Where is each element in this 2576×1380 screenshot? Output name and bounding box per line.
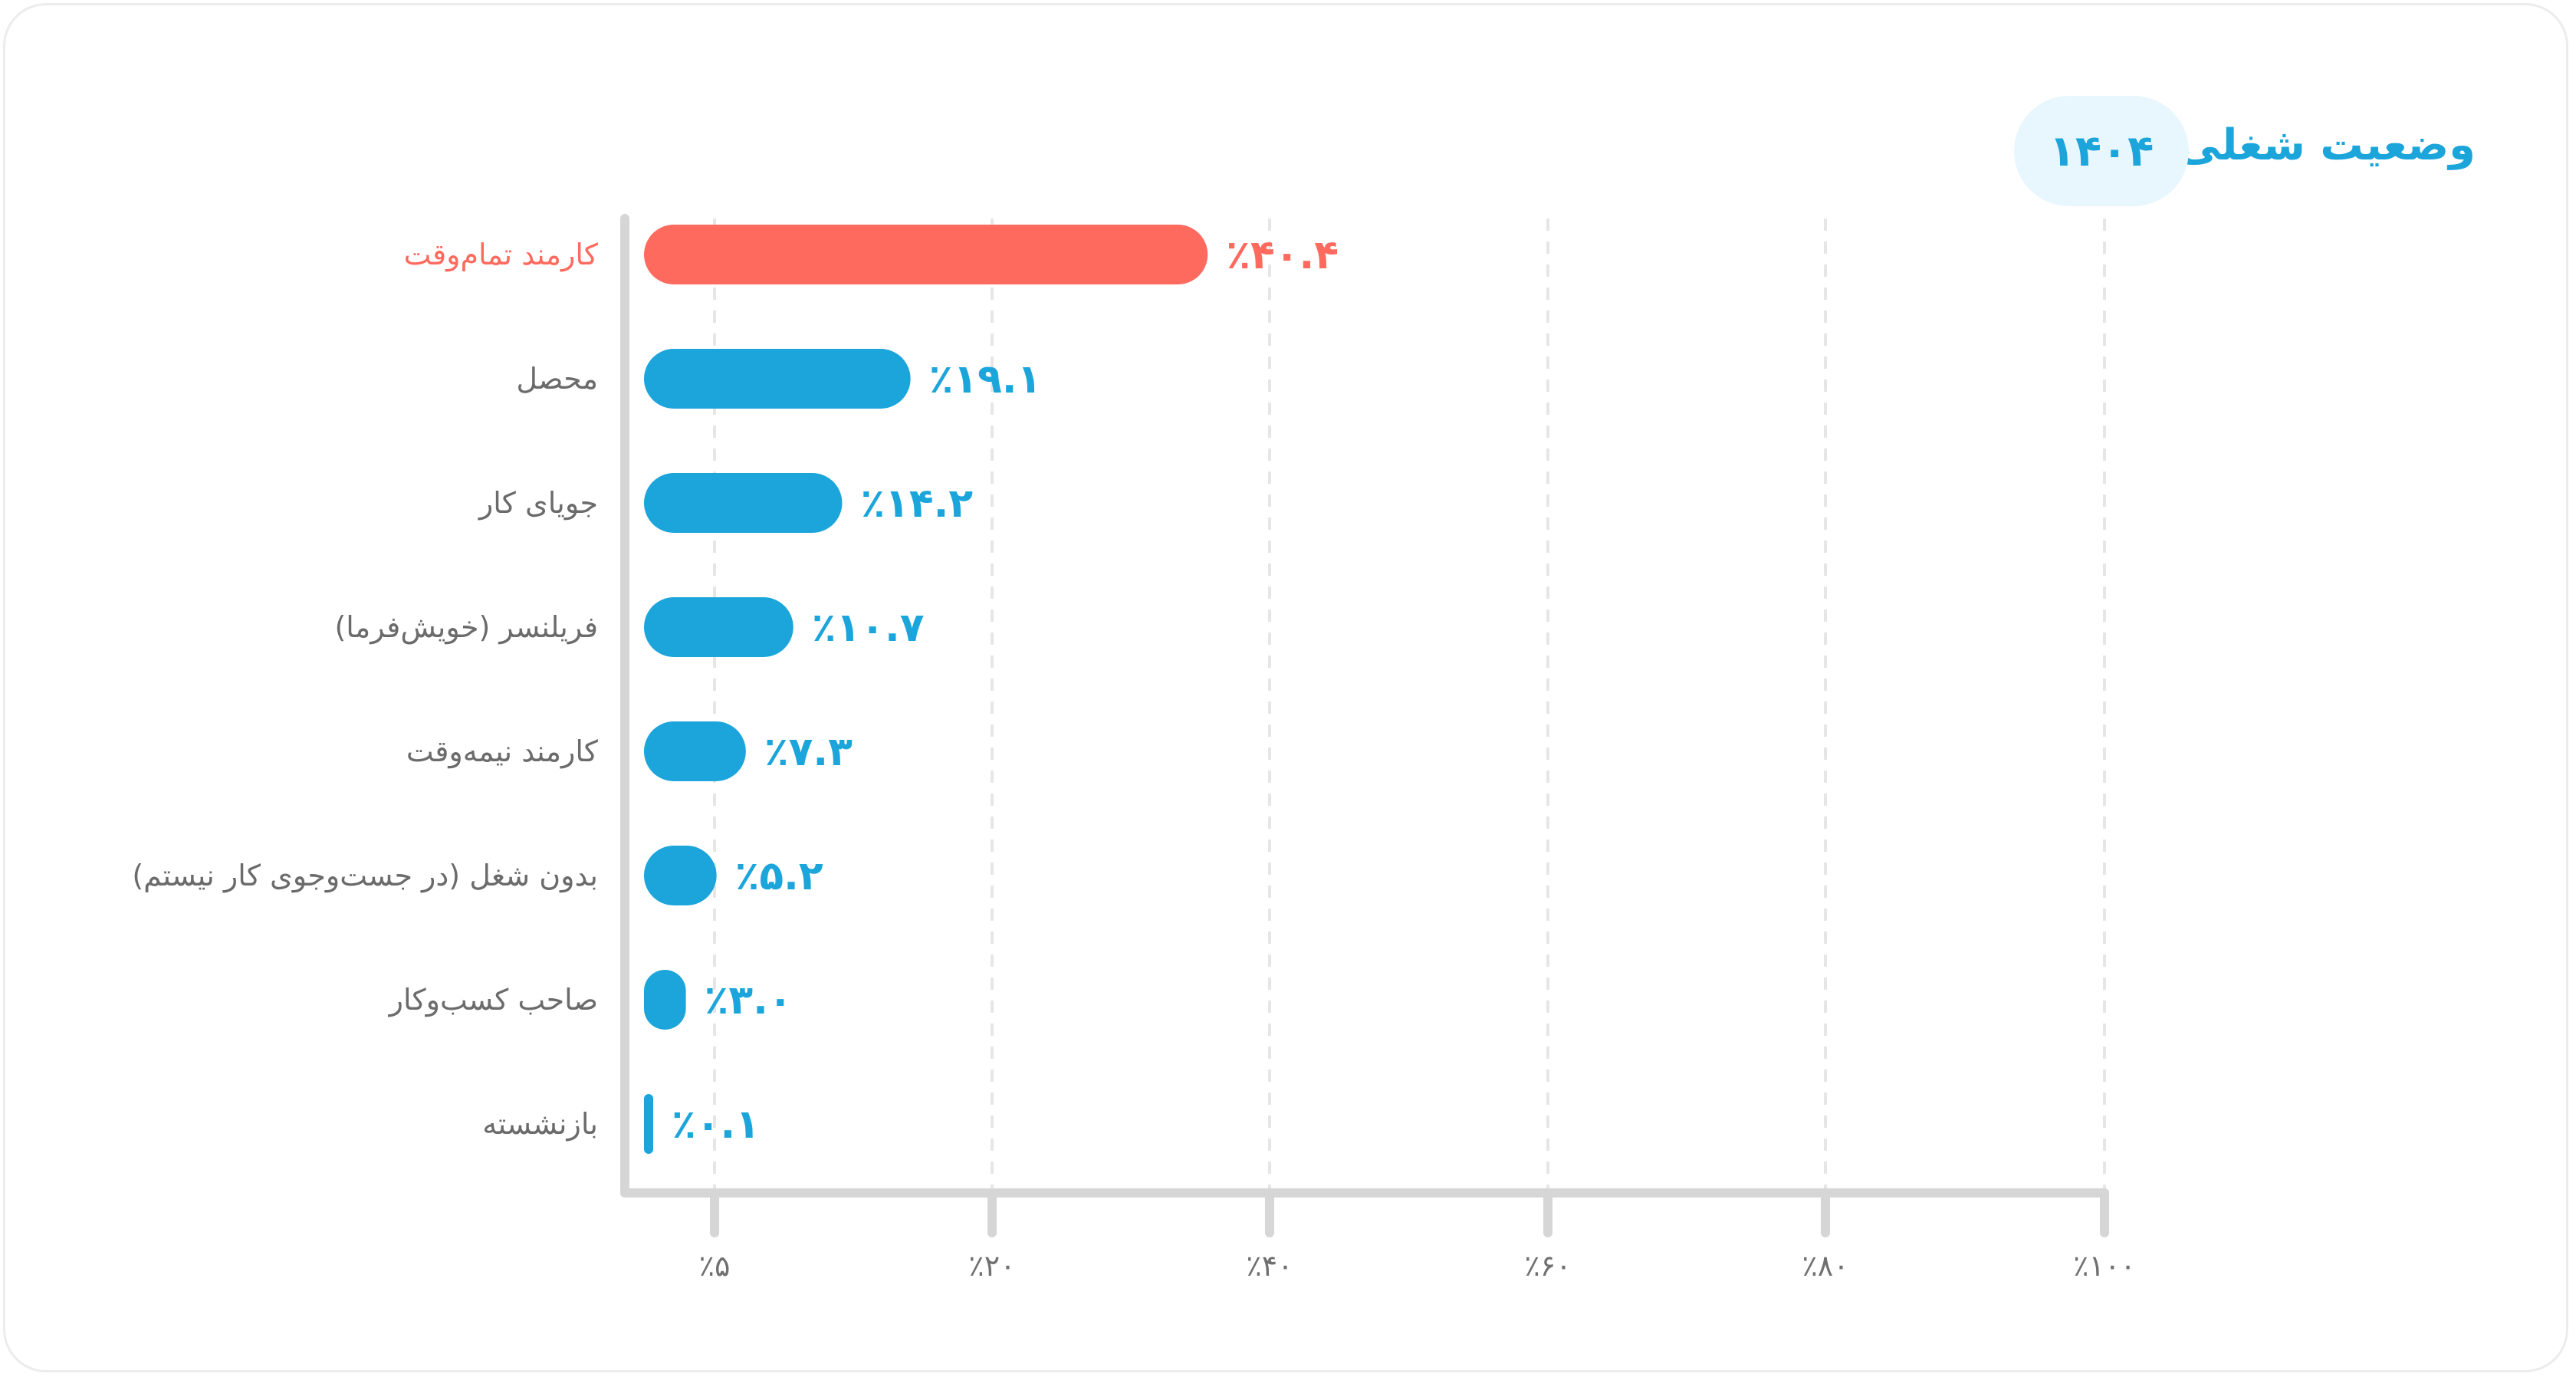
value-label: ٪۴۰.۴ [1226,232,1339,278]
x-tick-label: ٪۱۰۰ [2073,1249,2136,1283]
value-label: ٪۷.۳ [764,729,853,775]
bar [644,597,794,657]
x-tick-label: ٪۸۰ [1802,1249,1848,1283]
x-tick-label: ٪۲۰ [968,1249,1015,1283]
category-label: صاحب کسب‌وکار [388,983,598,1017]
category-label: جویای کار [478,486,598,521]
year-badge: ۱۴۰۴ [2014,96,2189,206]
bar [644,970,686,1030]
bar [644,473,843,533]
x-tick-label: ٪۵ [699,1249,731,1283]
category-label: محصل [516,362,598,396]
value-label: ٪۵.۲ [735,853,823,899]
bar [644,349,911,409]
category-label: بدون شغل (در جست‌وجوی کار نیستم) [132,859,598,893]
value-label: ٪۰.۱ [672,1102,760,1148]
bar [644,846,717,905]
chart-title: وضعیت شغلی [2177,120,2476,170]
value-label: ٪۱۰.۷ [812,605,925,651]
bar [644,1094,653,1154]
category-label: کارمند تمام‌وقت [404,238,599,272]
category-label: بازنشسته [482,1107,598,1141]
value-label: ٪۱۹.۱ [929,356,1042,402]
value-label: ٪۱۴.۲ [860,481,973,527]
chart-card: وضعیت شغلی ۱۴۰۴ [3,3,2568,1372]
x-tick-label: ٪۴۰ [1246,1249,1293,1283]
category-label: کارمند نیمه‌وقت [406,734,599,769]
value-label: ٪۳.۰ [705,978,793,1024]
bar [644,721,746,781]
x-tick-label: ٪۶۰ [1524,1249,1571,1283]
category-label: فریلنسر (خویش‌فرما) [334,610,598,645]
bar [644,225,1208,284]
